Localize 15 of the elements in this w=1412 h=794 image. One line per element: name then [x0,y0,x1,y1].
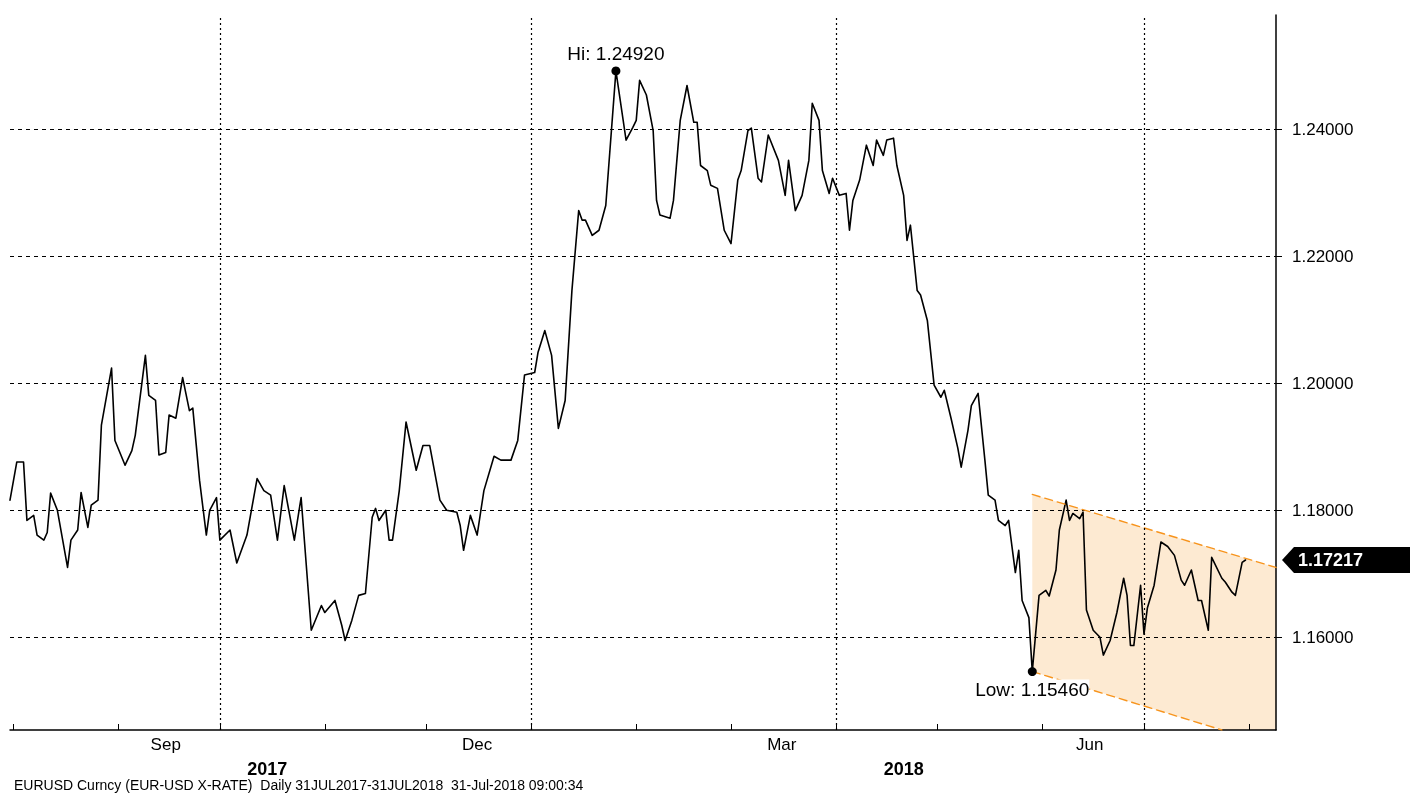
y-tick-label: 1.18000 [1292,500,1354,520]
y-tick-label: 1.20000 [1292,373,1354,393]
x2-tick-label: 2018 [883,759,924,779]
x-tick-label: Sep [150,735,181,754]
text: EURUSD Curncy (EUR-USD X-RATE) Daily 31JUL2017-31JUL2018 31-Jul-2018 09:00:34 [14,777,584,793]
x2-tick-label: 2017 [247,759,288,779]
annotation: 1.17217 [1298,550,1364,571]
annotation: Hi: 1.24920 [567,42,665,64]
annotation: Low: 1.15460 [975,678,1090,700]
x-tick-label: Mar [767,735,797,754]
y-tick-label: 1.16000 [1292,627,1354,647]
y-tick-label: 1.24000 [1292,119,1354,139]
x-tick-label: Dec [462,735,493,754]
y-tick-label: 1.22000 [1292,246,1354,266]
x-tick-label: Jun [1076,735,1104,754]
